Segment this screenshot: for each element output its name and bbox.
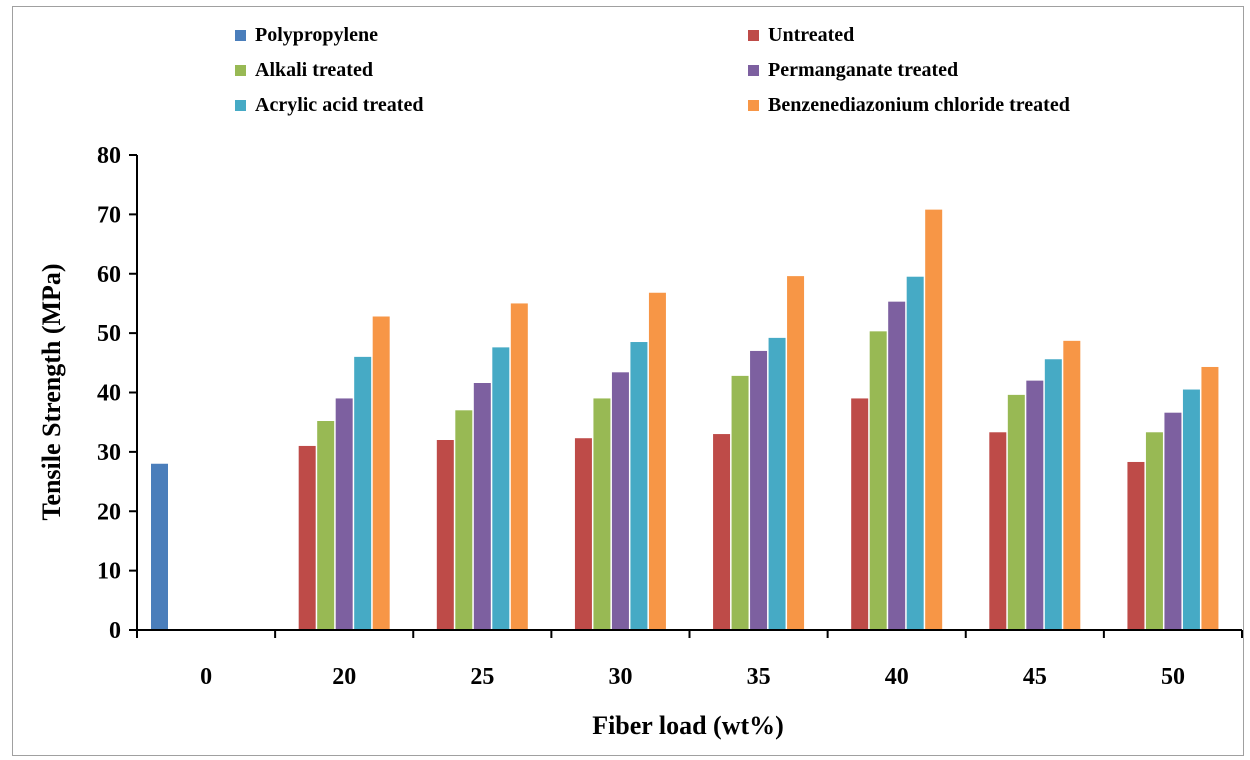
y-tick-label: 20 — [97, 499, 121, 525]
bar-permanganate-treated-20 — [335, 398, 353, 630]
y-tick-label: 10 — [97, 559, 121, 585]
bar-permanganate-treated-35 — [750, 350, 768, 630]
bar-untreated-20 — [298, 445, 316, 630]
bar-benzenediazonium-chloride-treated-30 — [648, 292, 666, 630]
bar-benzenediazonium-chloride-treated-45 — [1063, 340, 1081, 630]
bar-acrylic-acid-treated-30 — [630, 342, 648, 630]
x-tick-label: 20 — [332, 664, 356, 690]
y-axis-title: Tensile Strength (MPa) — [37, 263, 66, 520]
x-tick-label: 25 — [470, 664, 494, 690]
y-tick-label: 0 — [109, 618, 121, 644]
legend-label-untreated: Untreated — [768, 24, 854, 46]
y-tick-label: 80 — [97, 143, 121, 169]
bar-acrylic-acid-treated-45 — [1044, 359, 1062, 630]
bar-acrylic-acid-treated-25 — [492, 347, 510, 630]
legend: Polypropylene Untreated Alkali treated Perm… — [235, 24, 1070, 116]
bar-benzenediazonium-chloride-treated-50 — [1201, 366, 1219, 630]
x-axis-title: Fiber load (wt%) — [592, 711, 784, 740]
x-tick-label: 30 — [608, 664, 632, 690]
legend-swatch-polypropylene — [235, 30, 246, 41]
x-ticks: 0 20 25 30 35 40 45 50 — [136, 630, 1243, 690]
x-tick-label: 35 — [747, 664, 771, 690]
legend-label-acrylic-acid-treated: Acrylic acid treated — [255, 94, 423, 116]
y-tick-label: 60 — [97, 262, 121, 288]
bar-permanganate-treated-40 — [888, 301, 906, 630]
bar-untreated-50 — [1127, 461, 1145, 630]
bar-permanganate-treated-45 — [1026, 380, 1044, 630]
bar-untreated-45 — [989, 432, 1007, 630]
legend-label-permanganate-treated: Permanganate treated — [768, 59, 958, 81]
legend-label-alkali-treated: Alkali treated — [255, 59, 373, 81]
bar-alkali-treated-35 — [731, 375, 749, 630]
legend-label-polypropylene: Polypropylene — [255, 24, 378, 46]
bar-permanganate-treated-50 — [1164, 412, 1182, 630]
bar-permanganate-treated-30 — [611, 372, 629, 630]
bar-acrylic-acid-treated-40 — [906, 276, 924, 630]
bar-benzenediazonium-chloride-treated-40 — [925, 209, 943, 630]
bar-alkali-treated-30 — [593, 398, 611, 630]
bar-benzenediazonium-chloride-treated-25 — [510, 303, 528, 630]
bar-alkali-treated-50 — [1145, 432, 1163, 630]
x-tick-label: 50 — [1161, 664, 1185, 690]
x-tick-label: 40 — [885, 664, 909, 690]
legend-swatch-permanganate-treated — [748, 65, 759, 76]
bar-acrylic-acid-treated-20 — [354, 356, 372, 630]
bar-acrylic-acid-treated-50 — [1182, 389, 1200, 630]
bars — [151, 209, 1219, 630]
y-tick-label: 50 — [97, 321, 121, 347]
bar-benzenediazonium-chloride-treated-35 — [787, 276, 805, 630]
y-ticks: 0 10 20 30 40 50 60 70 80 — [97, 143, 137, 644]
bar-alkali-treated-20 — [317, 421, 335, 630]
bar-untreated-25 — [436, 440, 454, 630]
bar-polypropylene-0 — [151, 463, 168, 630]
bar-untreated-30 — [574, 438, 592, 630]
y-tick-label: 70 — [97, 202, 121, 228]
y-tick-label: 30 — [97, 440, 121, 466]
bar-untreated-40 — [851, 398, 869, 630]
bar-acrylic-acid-treated-35 — [768, 337, 786, 630]
bar-alkali-treated-25 — [455, 410, 473, 630]
bar-alkali-treated-40 — [869, 331, 887, 630]
legend-swatch-acrylic-acid-treated — [235, 100, 246, 111]
x-tick-label: 45 — [1023, 664, 1047, 690]
bar-permanganate-treated-25 — [473, 383, 491, 630]
bar-benzenediazonium-chloride-treated-20 — [372, 316, 390, 630]
legend-swatch-benzenediazonium-chloride-treated — [748, 100, 759, 111]
bar-untreated-35 — [713, 434, 731, 630]
y-tick-label: 40 — [97, 381, 121, 407]
x-tick-label: 0 — [200, 664, 212, 690]
legend-swatch-alkali-treated — [235, 65, 246, 76]
bar-alkali-treated-45 — [1007, 394, 1025, 630]
legend-swatch-untreated — [748, 30, 759, 41]
legend-label-benzenediazonium-chloride-treated: Benzenediazonium chloride treated — [768, 94, 1070, 116]
